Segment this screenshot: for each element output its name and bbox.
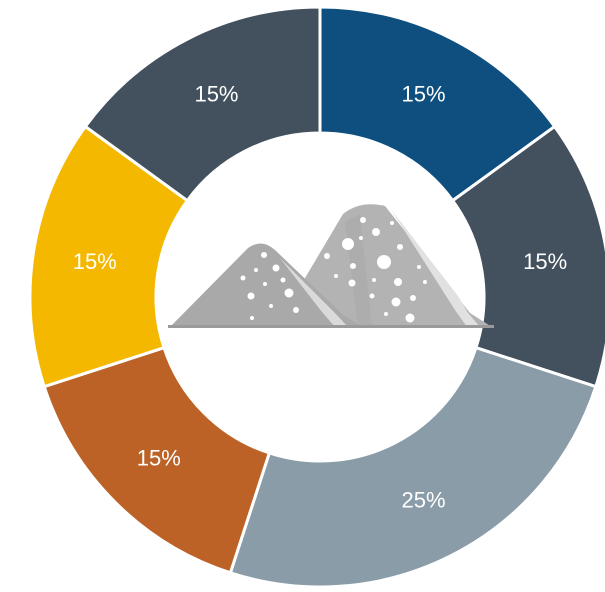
donut-slice-4 xyxy=(42,345,272,575)
slice-label-5: 15% xyxy=(73,249,117,274)
slice-label-6: 15% xyxy=(194,81,238,106)
slice-label-2: 15% xyxy=(523,249,567,274)
slice-labels: 15% 15% 25% 15% 15% 15% xyxy=(73,81,567,512)
donut-slices xyxy=(28,5,605,589)
slice-label-3: 25% xyxy=(401,488,445,513)
donut-slice-2 xyxy=(450,124,605,389)
donut-slice-1 xyxy=(318,5,557,203)
slice-label-4: 15% xyxy=(137,446,181,471)
slice-label-1: 15% xyxy=(401,81,445,106)
donut-slice-6 xyxy=(83,5,322,203)
donut-slice-3 xyxy=(228,345,598,589)
rock-pile-icon xyxy=(168,204,494,328)
donut-slice-5 xyxy=(28,124,190,389)
